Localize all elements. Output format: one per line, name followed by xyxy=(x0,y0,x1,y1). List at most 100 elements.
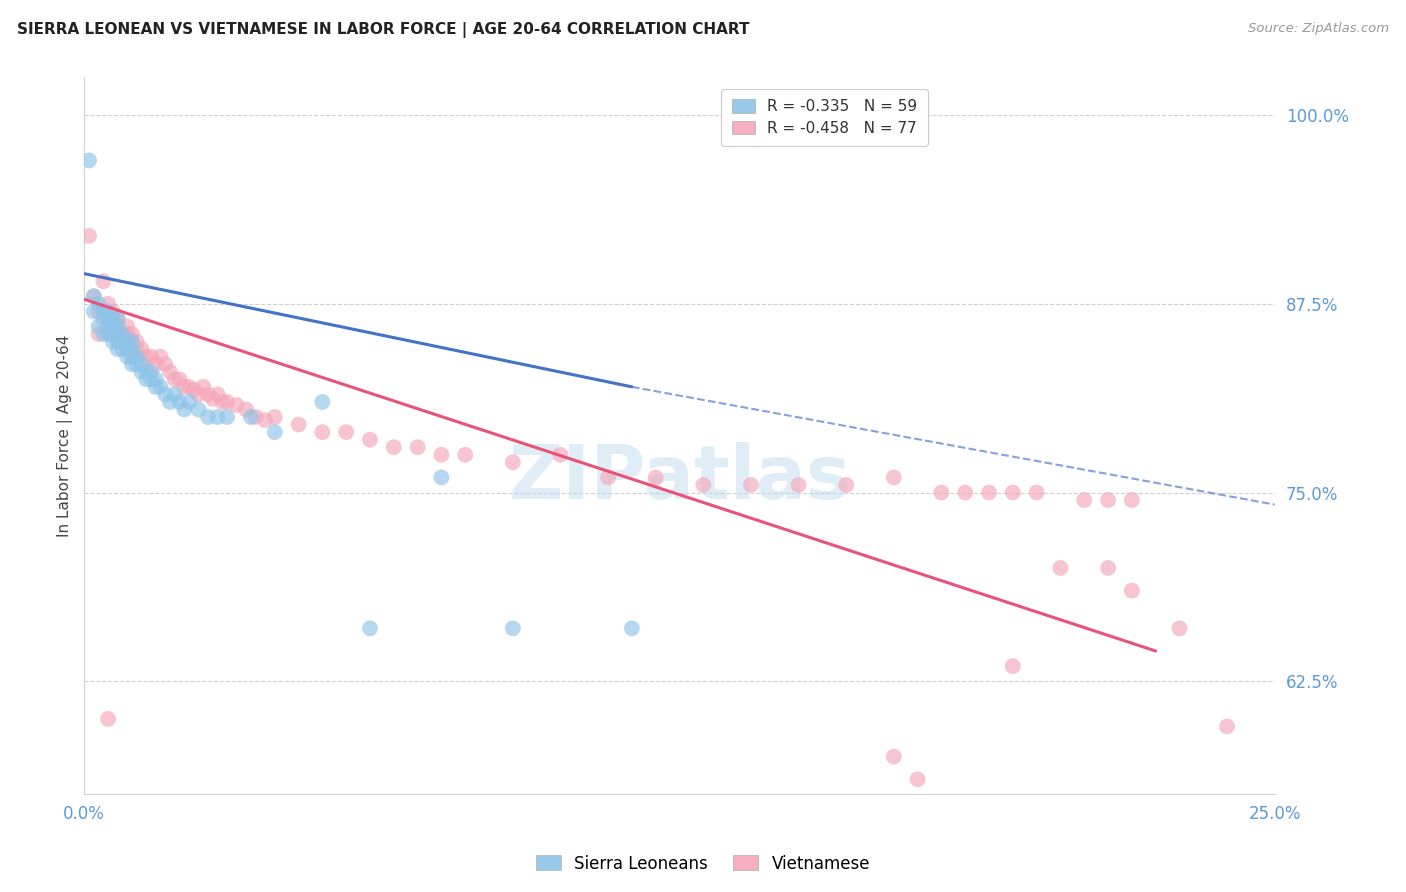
Point xyxy=(596,470,619,484)
Point xyxy=(169,372,191,386)
Point xyxy=(177,380,200,394)
Point xyxy=(311,425,333,439)
Point xyxy=(1001,485,1024,500)
Point xyxy=(197,410,219,425)
Point xyxy=(97,712,120,726)
Point xyxy=(87,319,110,334)
Text: SIERRA LEONEAN VS VIETNAMESE IN LABOR FORCE | AGE 20-64 CORRELATION CHART: SIERRA LEONEAN VS VIETNAMESE IN LABOR FO… xyxy=(17,22,749,38)
Point xyxy=(235,402,257,417)
Point xyxy=(83,289,105,303)
Point xyxy=(207,410,229,425)
Point xyxy=(87,297,110,311)
Point xyxy=(97,297,120,311)
Point xyxy=(159,365,181,379)
Point xyxy=(115,350,138,364)
Point xyxy=(97,312,120,326)
Point xyxy=(953,485,976,500)
Point xyxy=(787,478,810,492)
Point xyxy=(149,380,172,394)
Point xyxy=(883,470,905,484)
Point xyxy=(77,153,100,168)
Point xyxy=(163,372,186,386)
Point xyxy=(149,350,172,364)
Point xyxy=(115,326,138,341)
Point xyxy=(83,289,105,303)
Point xyxy=(183,383,205,397)
Point xyxy=(101,304,124,318)
Point xyxy=(101,319,124,334)
Point xyxy=(620,621,643,635)
Point xyxy=(883,749,905,764)
Point xyxy=(173,402,195,417)
Point xyxy=(197,387,219,401)
Point xyxy=(121,357,143,371)
Point xyxy=(101,326,124,341)
Point xyxy=(111,326,134,341)
Point xyxy=(1001,659,1024,673)
Point xyxy=(155,357,177,371)
Point xyxy=(977,485,1000,500)
Point xyxy=(111,326,134,341)
Point xyxy=(217,410,239,425)
Point xyxy=(217,395,239,409)
Point xyxy=(740,478,762,492)
Point xyxy=(87,304,110,318)
Point xyxy=(111,342,134,356)
Point xyxy=(101,312,124,326)
Point xyxy=(101,334,124,349)
Point xyxy=(107,342,129,356)
Point xyxy=(692,478,714,492)
Point xyxy=(77,228,100,243)
Point xyxy=(1097,561,1119,575)
Point xyxy=(121,326,143,341)
Point xyxy=(121,342,143,356)
Point xyxy=(177,395,200,409)
Legend: Sierra Leoneans, Vietnamese: Sierra Leoneans, Vietnamese xyxy=(530,848,876,880)
Point xyxy=(131,357,153,371)
Point xyxy=(1216,719,1239,733)
Point xyxy=(145,357,167,371)
Point xyxy=(207,387,229,401)
Point xyxy=(169,395,191,409)
Point xyxy=(550,448,572,462)
Point xyxy=(101,319,124,334)
Point xyxy=(187,387,209,401)
Point xyxy=(1097,493,1119,508)
Point xyxy=(502,455,524,469)
Text: ZIPatlas: ZIPatlas xyxy=(508,442,851,516)
Point xyxy=(107,334,129,349)
Point xyxy=(263,410,285,425)
Point xyxy=(107,326,129,341)
Point xyxy=(139,372,162,386)
Point xyxy=(125,350,148,364)
Point xyxy=(83,304,105,318)
Point xyxy=(121,350,143,364)
Point xyxy=(91,312,114,326)
Point xyxy=(211,395,233,409)
Point xyxy=(1073,493,1095,508)
Point xyxy=(115,334,138,349)
Point xyxy=(155,387,177,401)
Point xyxy=(125,342,148,356)
Point xyxy=(135,372,157,386)
Point xyxy=(91,304,114,318)
Point xyxy=(359,621,381,635)
Point xyxy=(225,398,247,412)
Point xyxy=(931,485,953,500)
Point xyxy=(97,319,120,334)
Point xyxy=(91,274,114,288)
Point xyxy=(139,365,162,379)
Point xyxy=(254,413,277,427)
Point xyxy=(644,470,666,484)
Point xyxy=(107,319,129,334)
Point xyxy=(1049,561,1071,575)
Text: Source: ZipAtlas.com: Source: ZipAtlas.com xyxy=(1249,22,1389,36)
Point xyxy=(907,772,929,787)
Point xyxy=(107,312,129,326)
Point xyxy=(131,365,153,379)
Point xyxy=(91,326,114,341)
Point xyxy=(430,448,453,462)
Point xyxy=(107,326,129,341)
Point xyxy=(193,380,215,394)
Point xyxy=(121,334,143,349)
